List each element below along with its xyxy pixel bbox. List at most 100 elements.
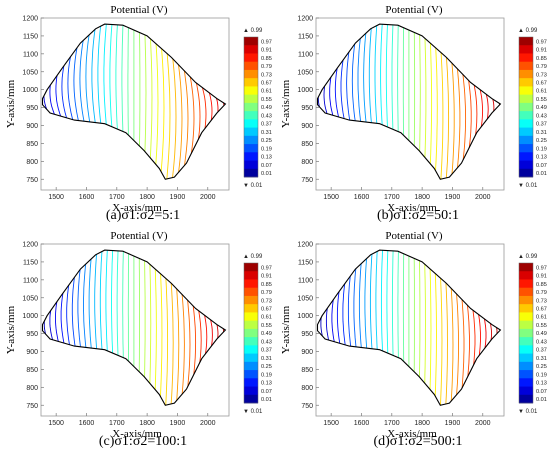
colorbar-segment — [244, 160, 258, 170]
colorbar-tick-label: 0.01 — [536, 171, 547, 177]
x-tick-label: 1900 — [445, 420, 461, 427]
colorbar-segment — [519, 394, 533, 404]
y-tick-label: 900 — [26, 349, 38, 356]
contour-panel-a: Potential (V) 750 800 850 900 950 1000 1050 1100… — [0, 0, 275, 226]
colorbar-segment — [244, 361, 258, 371]
colorbar-segment — [244, 168, 258, 178]
colorbar-segment — [519, 119, 533, 128]
y-tick-label: 1150 — [298, 33, 313, 40]
colorbar-segment — [244, 345, 258, 354]
colorbar-tick-label: 0.73 — [261, 72, 272, 78]
colorbar-segment — [519, 86, 533, 96]
x-tick-label: 1800 — [139, 420, 155, 427]
contour-line — [418, 250, 421, 405]
colorbar-max-label: ▲ 0.99 — [518, 28, 538, 34]
x-tick-label: 1500 — [323, 420, 339, 427]
x-tick-label: 1600 — [354, 194, 370, 201]
colorbar-tick-label: 0.49 — [536, 105, 547, 111]
colorbar-tick-label: 0.61 — [536, 315, 547, 321]
y-axis-label: Y-axis/mm — [5, 79, 17, 128]
contour-line — [138, 250, 140, 399]
colorbar-min-label: ▼ 0.01 — [518, 409, 538, 415]
colorbar-segment — [519, 37, 533, 46]
colorbar-segment — [244, 279, 258, 289]
colorbar-segment — [244, 152, 258, 161]
contour-panel-b: Potential (V) 750 800 850 900 950 1000 1050 1100… — [275, 0, 550, 226]
colorbar-tick-label: 0.67 — [536, 306, 547, 312]
colorbar-tick-label: 0.19 — [261, 372, 272, 378]
contour-panel-c: Potential (V) 750 800 850 900 950 1000 1050 1100… — [0, 226, 275, 452]
x-tick-label: 1800 — [414, 194, 430, 201]
colorbar-segment — [519, 378, 533, 387]
colorbar-tick-label: 0.79 — [536, 64, 547, 70]
colorbar-segment — [244, 61, 258, 71]
chart-title: Potential (V) — [385, 4, 442, 16]
y-tick-label: 1150 — [23, 33, 38, 40]
colorbar-segment — [519, 328, 533, 338]
colorbar-min-label: ▼ 0.01 — [243, 409, 263, 415]
colorbar-tick-label: 0.07 — [536, 163, 547, 169]
x-tick-label: 2000 — [200, 420, 216, 427]
y-tick-label: 1000 — [22, 313, 38, 320]
colorbar-tick-label: 0.97 — [536, 265, 547, 271]
colorbar-frame — [243, 36, 259, 178]
colorbar-tick-label: 0.79 — [261, 290, 272, 296]
colorbar-segment — [519, 312, 533, 322]
colorbar-tick-label: 0.73 — [536, 298, 547, 304]
contour-panel-d: Potential (V) 750 800 850 900 950 1000 1050 1100… — [275, 226, 550, 452]
colorbar-tick-label: 0.13 — [261, 155, 272, 161]
colorbar-tick-label: 0.79 — [536, 290, 547, 296]
colorbar-tick-label: 0.85 — [261, 56, 272, 62]
x-axis-label: X-axis/mm — [387, 428, 437, 440]
chart-title: Potential (V) — [110, 4, 167, 16]
colorbar-tick-label: 0.25 — [536, 364, 547, 370]
x-tick-label: 1600 — [79, 420, 95, 427]
contour-line — [413, 24, 416, 173]
colorbar-tick-label: 0.67 — [261, 80, 272, 86]
colorbar-tick-label: 0.01 — [261, 397, 272, 403]
colorbar-segment — [519, 78, 533, 87]
x-tick-label: 1600 — [354, 420, 370, 427]
colorbar-tick-label: 0.37 — [261, 348, 272, 354]
colorbar-segment — [244, 271, 258, 280]
plot-frame — [40, 17, 230, 191]
colorbar-tick-label: 0.31 — [536, 130, 547, 136]
y-tick-label: 900 — [301, 349, 313, 356]
colorbar-segment — [519, 287, 533, 297]
colorbar-segment — [519, 61, 533, 71]
x-tick-label: 1800 — [414, 420, 430, 427]
x-tick-label: 1700 — [384, 194, 400, 201]
colorbar-tick-label: 0.73 — [261, 298, 272, 304]
y-tick-label: 1000 — [297, 87, 313, 94]
panel-caption: (b)σ1:σ2=50:1 — [377, 208, 459, 223]
chart-title: Potential (V) — [110, 230, 167, 242]
domain-boundary — [41, 23, 227, 180]
colorbar-tick-label: 0.85 — [536, 282, 547, 288]
x-axis-label: X-axis/mm — [112, 202, 162, 214]
colorbar-tick-label: 0.55 — [536, 323, 547, 329]
colorbar-segment — [519, 144, 533, 153]
panel-caption: (d)σ1:σ2=500:1 — [373, 434, 462, 449]
contour-line — [143, 250, 146, 405]
colorbar-segment — [244, 94, 258, 104]
x-tick-label: 1800 — [139, 194, 155, 201]
colorbar-segment — [244, 86, 258, 96]
y-tick-label: 750 — [26, 403, 38, 410]
colorbar-tick-label: 0.97 — [261, 265, 272, 271]
colorbar-segment — [519, 337, 533, 346]
y-tick-label: 750 — [301, 177, 313, 184]
colorbar-tick-label: 0.91 — [261, 274, 272, 280]
colorbar-segment — [244, 37, 258, 46]
domain-boundary — [316, 249, 502, 406]
x-tick-label: 1500 — [48, 420, 64, 427]
y-tick-label: 950 — [301, 105, 313, 112]
y-tick-label: 1150 — [23, 259, 38, 266]
x-tick-label: 1900 — [170, 420, 186, 427]
colorbar-segment — [519, 320, 533, 330]
colorbar-segment — [519, 45, 533, 54]
colorbar-tick-label: 0.37 — [261, 122, 272, 128]
y-tick-label: 1000 — [22, 87, 38, 94]
y-tick-label: 950 — [26, 105, 38, 112]
colorbar-segment — [244, 337, 258, 346]
x-tick-label: 1500 — [323, 194, 339, 201]
